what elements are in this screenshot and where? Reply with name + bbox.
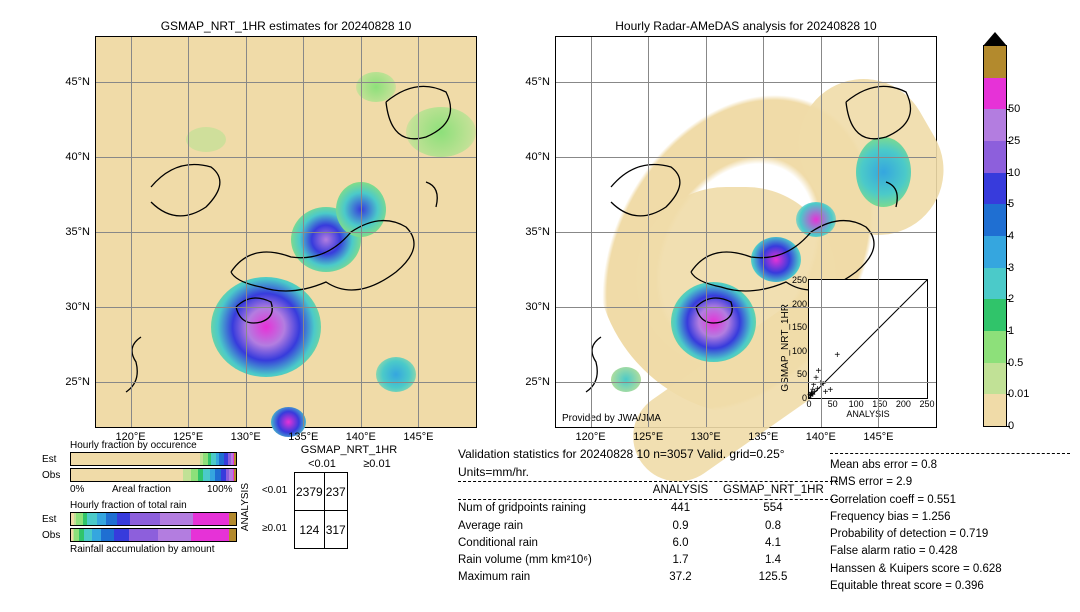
x-tick-label: 135°E xyxy=(288,427,318,443)
bar-row-label: Obs xyxy=(42,470,60,481)
map-credit: Provided by JWA/JMA xyxy=(562,413,661,424)
validation-metric: False alarm ratio = 0.428 xyxy=(830,543,1070,560)
contingency-row-title: ANALYSIS xyxy=(240,483,251,531)
left-map-title: GSMAP_NRT_1HR estimates for 20240828 10 xyxy=(96,19,476,33)
contingency-cell: 2379 xyxy=(295,473,325,511)
x-tick-label: 145°E xyxy=(863,427,893,443)
x-tick-label: 140°E xyxy=(346,427,376,443)
validation-row: Rain volume (mm km²10⁶)1.71.4 xyxy=(458,552,838,569)
bars-title-occurence: Hourly fraction by occurence xyxy=(70,440,197,451)
contingency-cell: 124 xyxy=(295,511,325,549)
validation-metric: Hanssen & Kuipers score = 0.628 xyxy=(830,561,1070,578)
contingency-table: 2379237 124317 xyxy=(294,472,348,549)
y-tick-label: 45°N xyxy=(65,76,96,88)
validation-col-header: GSMAP_NRT_1HR xyxy=(723,482,823,499)
x-tick-label: 130°E xyxy=(231,427,261,443)
right-map-panel: Hourly Radar-AMeDAS analysis for 2024082… xyxy=(555,36,937,428)
validation-metric: RMS error = 2.9 xyxy=(830,474,1070,491)
validation-col-header: ANALYSIS xyxy=(638,482,723,499)
validation-metric: Frequency bias = 1.256 xyxy=(830,509,1070,526)
bars-title-total: Hourly fraction of total rain xyxy=(70,500,187,511)
colorbar-arrow-icon xyxy=(983,32,1007,46)
validation-row: Num of gridpoints raining441554 xyxy=(458,500,838,517)
y-tick-label: 25°N xyxy=(65,376,96,388)
contingency-col-header: ≥0.01 xyxy=(352,458,402,470)
contingency-cell: 317 xyxy=(324,511,347,549)
validation-title: Validation statistics for 20240828 10 n=… xyxy=(458,445,838,481)
left-map-panel: GSMAP_NRT_1HR estimates for 20240828 10 … xyxy=(95,36,477,428)
colorbar-tick: 0.01 xyxy=(1008,388,1029,400)
y-tick-label: 30°N xyxy=(65,301,96,313)
contingency-cell: 237 xyxy=(324,473,347,511)
validation-metric: Probability of detection = 0.719 xyxy=(830,526,1070,543)
contingency-row-header: ≥0.01 xyxy=(257,523,292,534)
y-tick-label: 25°N xyxy=(525,376,556,388)
right-map-title: Hourly Radar-AMeDAS analysis for 2024082… xyxy=(556,19,936,33)
validation-metric: Equitable threat score = 0.396 xyxy=(830,578,1070,595)
y-tick-label: 40°N xyxy=(525,151,556,163)
y-tick-label: 35°N xyxy=(65,226,96,238)
contingency-col-header: <0.01 xyxy=(297,458,347,470)
scatter-diag-line xyxy=(809,280,927,398)
validation-row: Maximum rain37.2125.5 xyxy=(458,569,838,586)
bar-row-obs xyxy=(70,468,237,482)
colorbar-tick: 0.5 xyxy=(1008,357,1023,369)
x-tick-label: 130°E xyxy=(691,427,721,443)
validation-header-row: ANALYSIS GSMAP_NRT_1HR xyxy=(458,481,838,500)
bar-row-est xyxy=(70,452,237,466)
bar-row-label: Est xyxy=(42,454,56,465)
bars-axis-left: 0% xyxy=(70,484,84,495)
validation-metric: Correlation coeff = 0.551 xyxy=(830,492,1070,509)
x-tick-label: 140°E xyxy=(806,427,836,443)
x-tick-label: 135°E xyxy=(748,427,778,443)
contingency-col-title: GSMAP_NRT_1HR xyxy=(294,444,404,456)
x-tick-label: 145°E xyxy=(403,427,433,443)
bar-row-est xyxy=(70,512,237,526)
y-tick-label: 45°N xyxy=(525,76,556,88)
validation-row: Conditional rain6.04.1 xyxy=(458,535,838,552)
x-tick-label: 120°E xyxy=(575,427,605,443)
x-tick-label: 125°E xyxy=(633,427,663,443)
scatter-inset: ANALYSIS GSMAP_NRT_1HR 00505010010015015… xyxy=(808,279,928,399)
bar-row-label: Est xyxy=(42,514,56,525)
y-tick-label: 30°N xyxy=(525,301,556,313)
validation-metrics-block: Mean abs error = 0.8RMS error = 2.9Corre… xyxy=(830,453,1070,595)
colorbar: 00.010.512345102550 xyxy=(983,45,1007,427)
inset-ylabel: GSMAP_NRT_1HR xyxy=(780,304,791,392)
validation-metric: Mean abs error = 0.8 xyxy=(830,457,1070,474)
validation-stats-block: Validation statistics for 20240828 10 n=… xyxy=(458,445,838,587)
y-tick-label: 35°N xyxy=(525,226,556,238)
y-tick-label: 40°N xyxy=(65,151,96,163)
bar-row-label: Obs xyxy=(42,530,60,541)
bars-title-accum: Rainfall accumulation by amount xyxy=(70,544,215,555)
bars-axis-caption: Areal fraction xyxy=(112,484,171,495)
contingency-row-header: <0.01 xyxy=(257,485,292,496)
bars-axis-right: 100% xyxy=(207,484,233,495)
bar-row-obs xyxy=(70,528,237,542)
validation-row: Average rain0.90.8 xyxy=(458,518,838,535)
